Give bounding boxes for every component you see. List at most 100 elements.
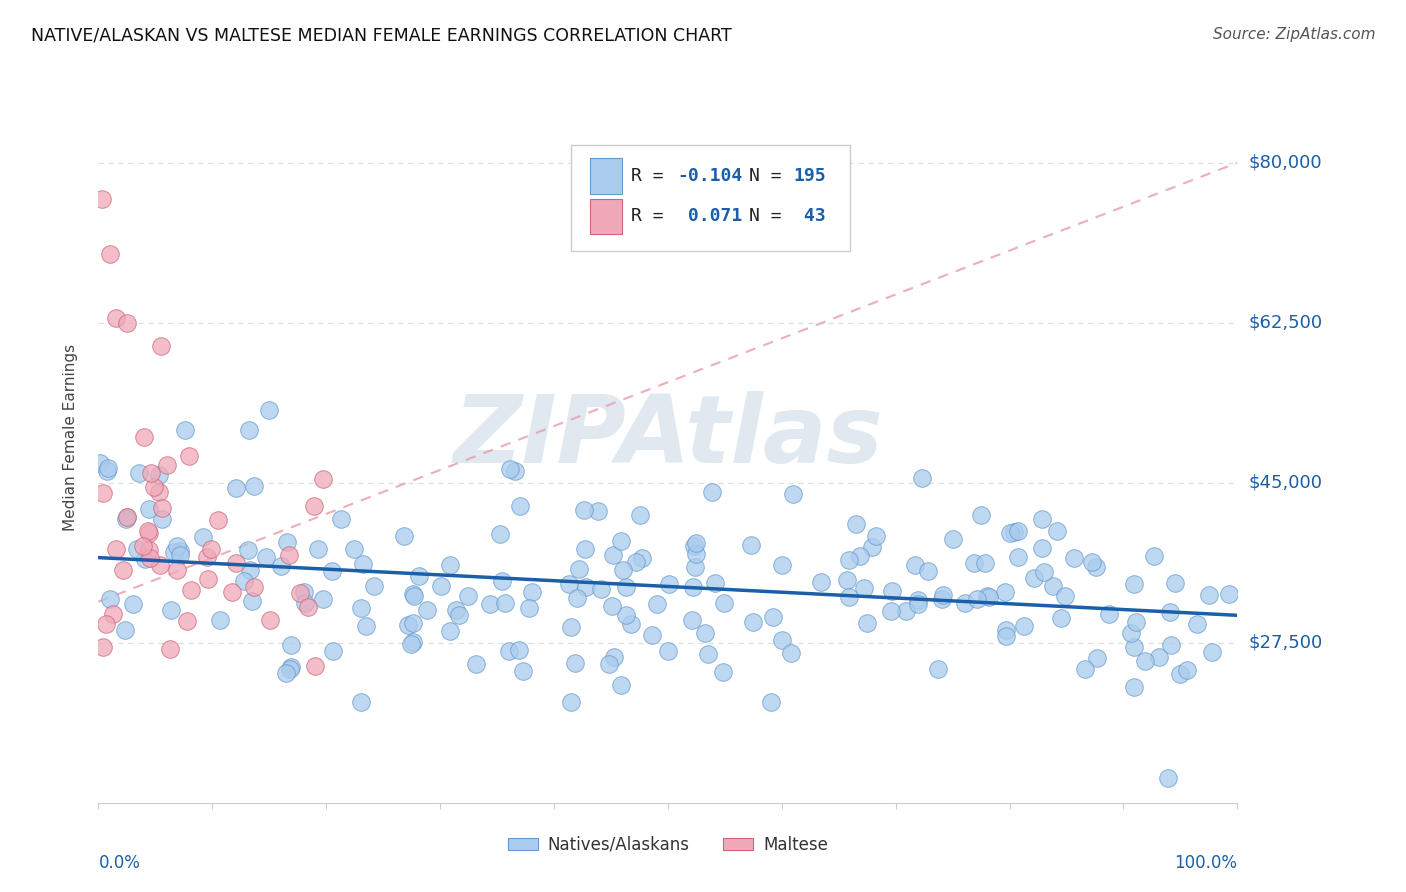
Point (330, 512, 353, 526)
Point (609, 678, 631, 692)
Point (574, 542, 596, 557)
Legend: Natives/Alaskans, Maltese: Natives/Alaskans, Maltese (501, 829, 835, 860)
Point (1063, 550, 1085, 565)
Point (614, 580, 637, 594)
Point (973, 556, 995, 570)
Point (457, 589, 479, 603)
Point (574, 580, 596, 594)
Point (91, 486, 114, 500)
Point (681, 613, 703, 627)
Point (1007, 524, 1029, 538)
Point (1125, 615, 1147, 630)
Text: NATIVE/ALASKAN VS MALTESE MEDIAN FEMALE EARNINGS CORRELATION CHART: NATIVE/ALASKAN VS MALTESE MEDIAN FEMALE … (31, 27, 731, 45)
Point (932, 588, 955, 602)
Text: N =: N = (749, 207, 803, 225)
Point (1175, 663, 1198, 677)
Point (449, 607, 471, 622)
Point (233, 574, 256, 588)
Point (125, 541, 148, 556)
Point (97, 461, 120, 475)
Point (979, 591, 1001, 605)
Point (970, 508, 993, 523)
Point (685, 547, 707, 561)
Point (350, 695, 373, 709)
Point (150, 512, 173, 526)
Point (415, 603, 437, 617)
Point (166, 539, 188, 553)
Point (128, 466, 150, 480)
Point (343, 541, 366, 556)
Point (614, 607, 637, 622)
Point (156, 458, 179, 472)
Point (132, 430, 155, 444)
Point (1123, 640, 1146, 655)
Point (150, 338, 173, 352)
Text: $27,500: $27,500 (1249, 634, 1323, 652)
Point (277, 548, 299, 562)
Point (396, 617, 419, 632)
Point (1012, 619, 1035, 633)
Point (259, 613, 281, 627)
Point (134, 552, 156, 566)
Point (1201, 645, 1223, 659)
Point (115, 316, 138, 330)
Point (499, 462, 522, 476)
Point (169, 544, 191, 558)
Text: $62,500: $62,500 (1249, 314, 1323, 332)
Point (312, 472, 335, 486)
Point (200, 542, 222, 557)
Point (292, 584, 315, 599)
Point (288, 586, 311, 600)
Point (995, 629, 1018, 643)
Point (392, 529, 415, 543)
Y-axis label: Median Female Earnings: Median Female Earnings (63, 343, 77, 531)
Point (907, 597, 929, 611)
Point (117, 510, 139, 524)
Point (166, 563, 188, 577)
Point (193, 530, 215, 544)
Point (503, 464, 526, 478)
Point (1122, 680, 1144, 694)
Text: $45,000: $45,000 (1249, 474, 1323, 491)
Point (350, 601, 373, 615)
Point (138, 526, 160, 541)
Point (508, 642, 530, 657)
Point (498, 643, 520, 657)
Point (149, 558, 172, 573)
Point (917, 564, 939, 578)
Point (740, 538, 762, 552)
Point (907, 593, 929, 607)
Point (402, 615, 425, 630)
Point (700, 484, 723, 499)
Point (1053, 590, 1076, 604)
Point (558, 577, 581, 591)
Point (114, 623, 136, 637)
Point (257, 402, 280, 417)
Point (620, 617, 643, 632)
Point (603, 650, 626, 665)
Point (713, 596, 735, 610)
Point (853, 582, 876, 596)
Point (696, 647, 718, 661)
Point (150, 501, 173, 516)
Point (478, 598, 501, 612)
Point (221, 584, 243, 599)
Point (976, 590, 998, 604)
Point (835, 574, 858, 588)
Point (138, 502, 160, 516)
Point (1157, 771, 1180, 785)
Point (904, 558, 927, 573)
Point (517, 600, 540, 615)
Point (139, 466, 162, 480)
Point (1002, 525, 1025, 540)
Point (294, 596, 316, 610)
Point (104, 311, 127, 326)
Point (1022, 571, 1045, 585)
Point (1198, 588, 1220, 602)
Point (89, 456, 111, 470)
Point (101, 607, 124, 622)
Text: ZIPAtlas: ZIPAtlas (453, 391, 883, 483)
Point (176, 614, 198, 628)
Point (148, 467, 170, 482)
Text: 43: 43 (793, 207, 825, 225)
